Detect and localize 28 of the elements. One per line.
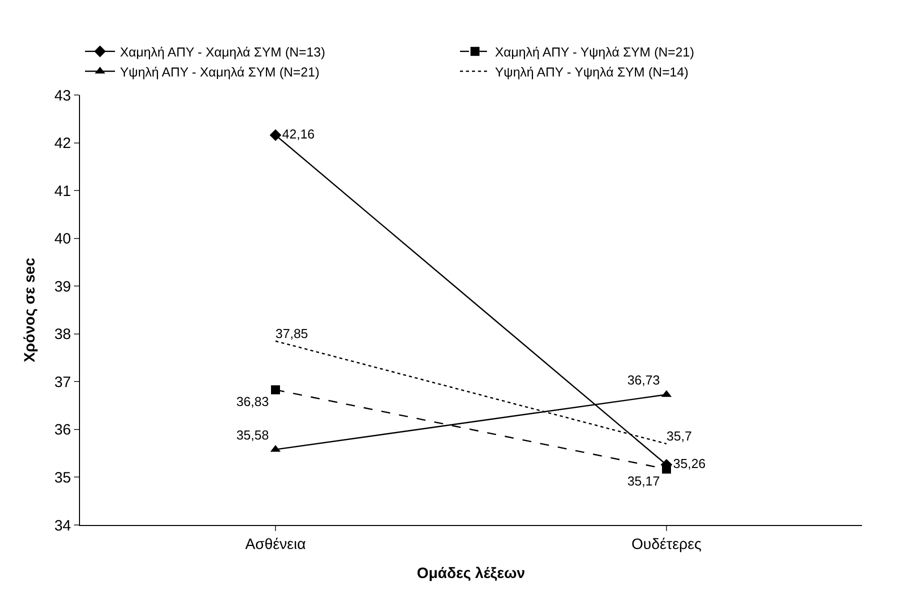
y-tick-label: 37	[54, 374, 71, 391]
legend-label: Χαμηλή ΑΠΥ - Χαμηλά ΣΥΜ (N=13)	[120, 44, 326, 60]
legend-label: Υψηλή ΑΠΥ - Χαμηλά ΣΥΜ (N=21)	[120, 64, 320, 80]
point	[271, 385, 280, 394]
x-tick-label: Ουδέτερες	[632, 536, 702, 553]
y-tick-label: 35	[54, 469, 71, 486]
data-label: 37,85	[276, 326, 308, 341]
data-label: 35,58	[236, 428, 269, 443]
x-tick-label: Ασθένεια	[245, 536, 306, 553]
data-label: 36,83	[236, 394, 269, 410]
y-tick-label: 34	[54, 517, 71, 534]
x-axis-title: Ομάδες λέξεων	[416, 565, 526, 582]
point	[270, 129, 282, 141]
data-label: 42,16	[282, 126, 315, 142]
y-axis-title: Χρόνος σε sec	[22, 258, 39, 362]
data-label: 36,73	[627, 372, 660, 388]
data-label: 35,7	[666, 428, 692, 444]
y-tick-label: 42	[54, 135, 71, 152]
y-tick-label: 41	[54, 182, 71, 200]
data-label: 35,26	[673, 456, 706, 472]
y-tick-label: 36	[54, 422, 71, 439]
y-tick-label: 38	[54, 326, 71, 344]
data-label: 35,17	[627, 473, 660, 488]
y-tick-label: 43	[54, 87, 71, 104]
y-tick-label: 39	[54, 278, 71, 296]
y-tick-label: 40	[54, 230, 71, 248]
legend-label: Χαμηλή ΑΠΥ - Υψηλά ΣΥΜ (N=21)	[495, 44, 694, 60]
legend-label: Υψηλή ΑΠΥ - Υψηλά ΣΥΜ (N=14)	[495, 64, 688, 80]
